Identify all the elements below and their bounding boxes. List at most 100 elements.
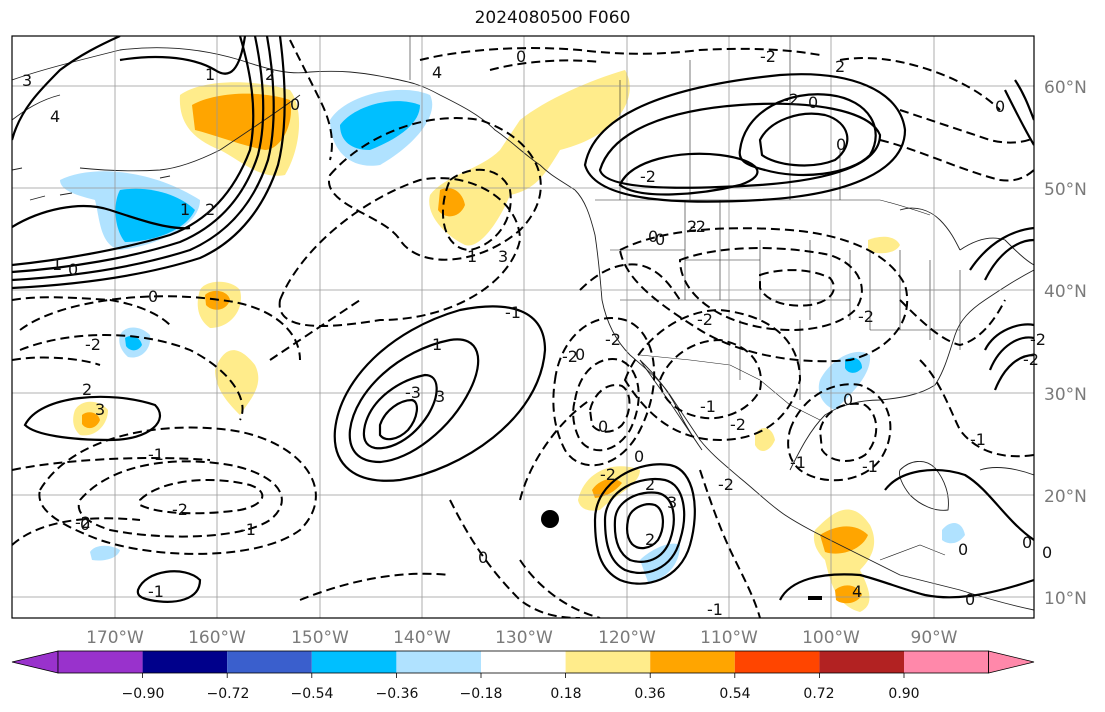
shade-goa-cool-core [340,101,420,150]
contour-label: 0 [958,540,968,559]
contour-label: -1 [148,445,164,464]
lat-label: 40°N [1044,282,1087,302]
contour-aleutian-3 [12,36,275,282]
contour-label: 0 [598,417,608,436]
colorbar-segment [904,651,989,673]
contour-label: -2 [600,465,616,484]
contour-neg-goa-3 [441,168,512,252]
contour-canada-4 [738,93,877,177]
lon-label: 110°W [700,628,758,648]
contour-label: 0 [808,93,818,112]
contour-neg-plains-2 [678,247,863,331]
coast-east [959,237,1034,266]
contour-neg-ne-2 [899,109,1034,144]
colorbar-segment [142,651,228,673]
contour-label: 0 [648,227,658,246]
contour-neg-mexico-2 [572,358,640,452]
contour-neg-central-2 [19,334,244,421]
contour-canada-5 [758,112,849,167]
contour-neg-bering [289,39,333,161]
lat-label: 30°N [1044,385,1087,405]
colorbar-label: 0.36 [634,686,665,702]
colorbar-label: −0.54 [291,686,334,702]
contour-neg-baja [579,263,681,301]
shade-plains-warm [868,236,900,254]
contour-label: 4 [852,582,862,601]
contour-label: 0 [478,548,488,567]
contour-label: -2 [75,513,91,532]
coast-gulf [789,269,1034,471]
dashed-contours [12,39,1034,618]
contour-nw-corner [12,36,121,141]
lat-label: 50°N [1044,180,1087,200]
contour-label: 1 [205,65,215,84]
contour-label: -1 [970,430,986,449]
shade-mexico-warm [755,428,775,452]
contour-label: -3 [405,383,421,402]
contour-neg-gulf-2 [818,402,878,462]
contour-label: -2 [172,500,188,519]
map-title: 2024080500 F060 [474,8,631,28]
contour-neg-mexico-1 [552,317,656,467]
colorbar-segment [565,651,651,673]
contour-neg-plains-1 [618,227,909,363]
contour-label: -1 [862,457,878,476]
contour-east-2 [988,336,1034,371]
contour-label: 0 [836,135,846,154]
contour-neg-arctic [839,57,1001,111]
colorbar-label: 0.54 [719,686,750,702]
contour-neg-goa-2 [278,177,522,327]
shade-warm-2 [215,350,259,415]
colorbar-segments [11,650,1035,674]
contour-neg-south-mx [699,469,761,618]
shade-gulf-cool-core [845,357,862,373]
contour-east-1 [984,323,1034,351]
colorbar-segment [396,651,481,673]
colorbar-extend-high [988,650,1035,674]
lon-label: 100°W [802,628,860,648]
contour-aleutian-4 [12,36,286,290]
contour-label: 4 [50,107,60,126]
colorbar-labels: −0.90 −0.72 −0.54 −0.36 −0.18 0.18 0.36 … [122,686,920,702]
contour-label: -2 [605,330,621,349]
contour-label: -2 [697,310,713,329]
colorbar: −0.90 −0.72 −0.54 −0.36 −0.18 0.18 0.36 … [11,650,1035,702]
contour-bering-upper [119,36,247,75]
contour-neg-west-3 [12,517,141,546]
contour-label: -2 [783,90,799,109]
contour-aleutian-2 [12,36,265,274]
colorbar-label: 0.90 [888,686,919,702]
contour-neg-west-1 [12,296,171,326]
contour-neg-north-1 [419,47,821,61]
coast-aleutians [12,167,171,201]
colorbar-label: −0.90 [122,686,165,702]
contour-cp-high-4 [378,398,418,441]
lat-label: 10°N [1044,589,1087,609]
contour-label: -1 [700,397,716,416]
contour-east-5 [969,226,1034,271]
coast-lakes [899,207,961,251]
contour-vortex-2 [603,477,686,574]
contour-label: 0 [68,260,78,279]
shade-caribbean-cool [942,523,965,544]
contour-label: -2 [1030,330,1046,349]
contour-label: -2 [85,335,101,354]
contour-label: 2 [687,217,697,236]
colorbar-frame [57,650,989,674]
contour-neg-east-2 [899,299,1006,347]
contour-neg-south-3 [139,479,264,515]
contour-label: -2 [562,347,578,366]
contour-label: 3 [22,71,32,90]
contour-label: -2 [718,475,734,494]
contour-vortex-3 [613,491,675,563]
contour-label: 2 [645,530,655,549]
contour-neg-west-2 [12,356,101,366]
contour-label: 2 [645,475,655,494]
contour-neg-ne-1 [879,139,1034,182]
contour-canada-1 [583,73,907,203]
contour-label: 1 [52,255,62,274]
contour-east-4 [984,238,1034,281]
contour-label: -2 [1023,350,1039,369]
contour-neg-plains-3 [759,269,835,307]
